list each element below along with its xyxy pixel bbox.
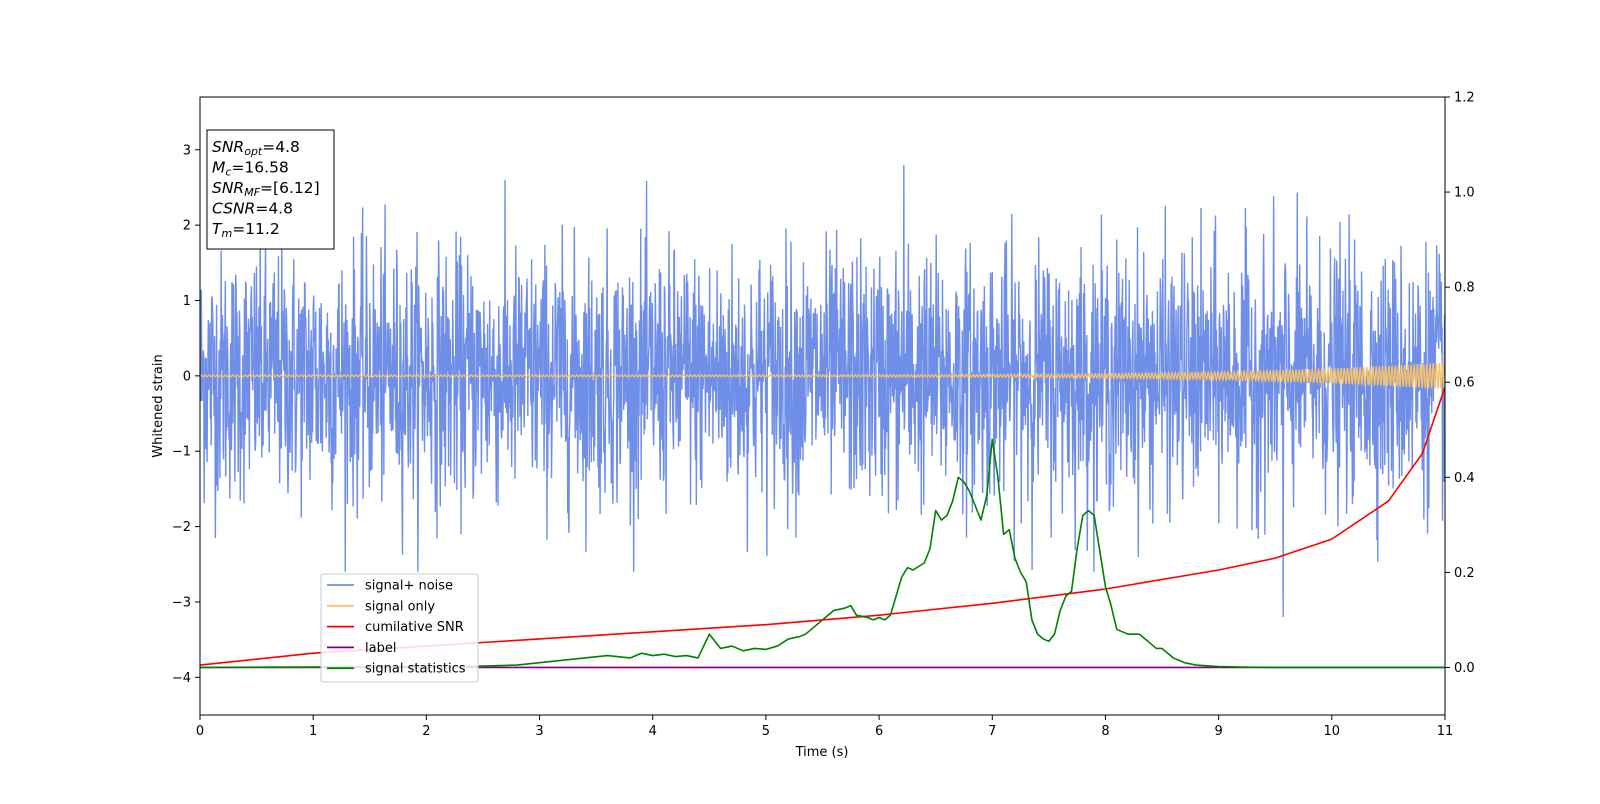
legend-frame xyxy=(320,573,479,683)
legend-label: cumilative SNR xyxy=(365,620,464,635)
x-tick-label: 6 xyxy=(875,724,883,739)
y-tick-label: 3 xyxy=(183,143,191,158)
x-axis-label: Time (s) xyxy=(795,745,849,760)
y2-tick-label: 0.0 xyxy=(1454,661,1475,676)
x-tick-label: 9 xyxy=(1214,724,1222,739)
info-box-frame xyxy=(206,129,335,250)
y2-tick-label: 1.2 xyxy=(1454,91,1475,106)
info-box-line: SNRMF=[6.12] xyxy=(212,179,320,199)
ticks-layer: 0 1 2 3 4 5 6 7 8 9 10 113210−1−2−3−41.21.00.80.60.… xyxy=(172,91,1475,740)
y-axis-label: Whitened strain xyxy=(151,354,166,457)
legend: signal+ noise signal only cumilative SNR la… xyxy=(320,573,479,683)
y-tick-label: 0 xyxy=(183,369,191,384)
legend-label: signal statistics xyxy=(365,662,466,677)
y-tick-label: 1 xyxy=(183,294,191,309)
series-signal-only xyxy=(200,362,1445,390)
info-box-line: Tm=11.2 xyxy=(212,220,280,240)
x-tick-label: 1 xyxy=(309,724,317,739)
x-tick-label: 11 xyxy=(1437,724,1454,739)
y-tick-label: −2 xyxy=(172,520,191,535)
x-tick-label: 7 xyxy=(988,724,996,739)
plot-frame xyxy=(199,96,1446,716)
x-tick-label: 5 xyxy=(762,724,770,739)
y2-tick-label: 0.4 xyxy=(1454,471,1475,486)
y2-tick-label: 0.6 xyxy=(1454,376,1475,391)
y2-tick-label: 0.2 xyxy=(1454,566,1475,581)
x-tick-label: 4 xyxy=(649,724,657,739)
series-signal-noise xyxy=(200,164,1445,618)
x-tick-label: 3 xyxy=(535,724,543,739)
y2-tick-label: 0.8 xyxy=(1454,281,1475,296)
y2-tick-label: 1.0 xyxy=(1454,186,1475,201)
x-tick-label: 10 xyxy=(1324,724,1341,739)
info-box-line: Mc=16.58 xyxy=(212,159,289,179)
legend-label: signal only xyxy=(365,599,435,614)
y-tick-label: −3 xyxy=(172,595,191,610)
legend-label: label xyxy=(365,641,396,656)
y-tick-label: −4 xyxy=(172,671,191,686)
legend-label: signal+ noise xyxy=(365,579,453,594)
x-tick-label: 8 xyxy=(1101,724,1109,739)
y-tick-label: 2 xyxy=(183,219,191,234)
x-tick-label: 0 xyxy=(196,724,204,739)
x-tick-label: 2 xyxy=(422,724,430,739)
series-signal-statistics xyxy=(200,438,1445,669)
info-box-line: CSNR=4.8 xyxy=(212,200,293,218)
y-tick-label: −1 xyxy=(172,445,191,460)
info-box-line: SNRopt=4.8 xyxy=(212,138,300,158)
